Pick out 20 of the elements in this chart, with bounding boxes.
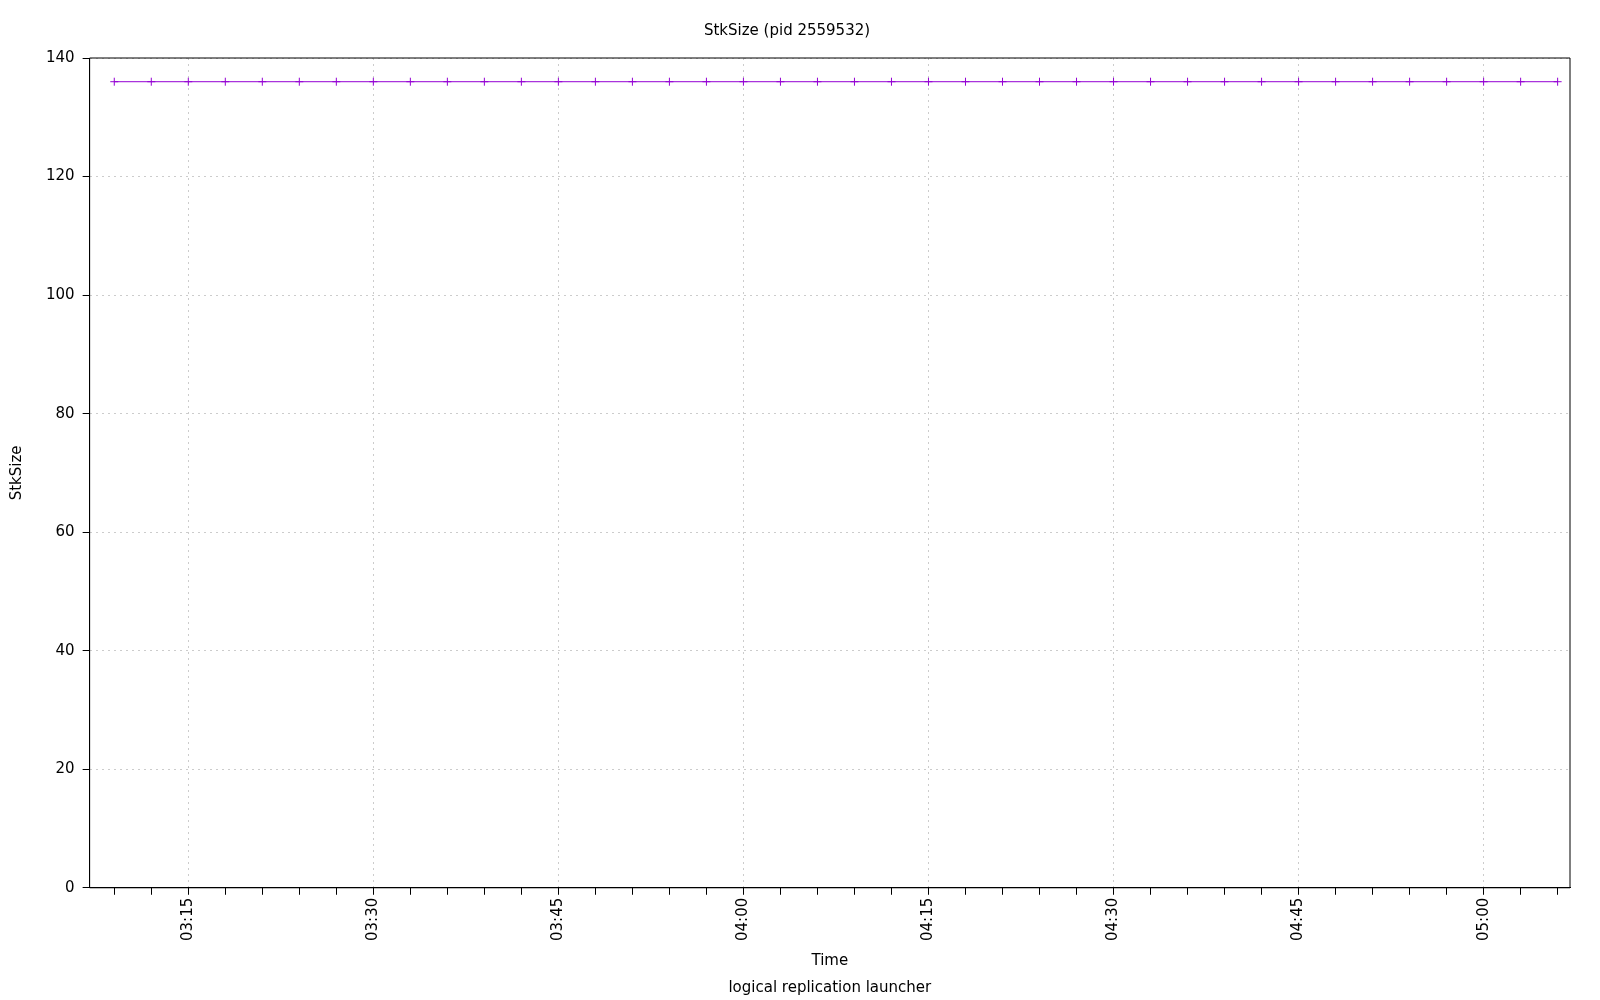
y-tick-label: 80 [55, 403, 75, 422]
y-tick-label: 20 [55, 759, 75, 778]
x-tick-label: 03:15 [178, 897, 197, 942]
y-axis-title: StkSize [6, 445, 25, 501]
x-tick-label: 04:15 [918, 897, 937, 942]
text: logical replication launcher [728, 978, 933, 996]
y-tick-label: 100 [45, 284, 75, 303]
x-tick-label: 04:45 [1288, 897, 1307, 942]
x-tick-label: 03:30 [363, 897, 382, 942]
x-tick-label: 05:00 [1473, 897, 1492, 942]
x-tick-label: 04:00 [733, 897, 752, 942]
x-axis-title: Time [810, 950, 849, 969]
y-tick-label: 40 [55, 640, 75, 659]
y-tick-label: 60 [55, 522, 75, 541]
y-tick-label: 120 [45, 166, 75, 185]
x-tick-label: 04:30 [1103, 897, 1122, 942]
chart-title: StkSize (pid 2559532) [703, 20, 871, 39]
y-tick-label: 140 [45, 47, 75, 66]
x-tick-label: 03:45 [548, 897, 567, 942]
y-tick-label: 0 [65, 877, 75, 896]
